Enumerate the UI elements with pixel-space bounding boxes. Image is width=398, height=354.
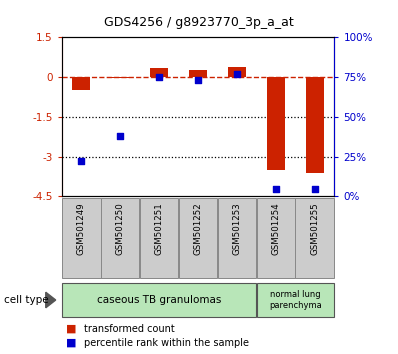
Bar xyxy=(62,198,101,278)
Bar xyxy=(257,282,334,318)
Bar xyxy=(72,77,90,90)
Point xyxy=(117,133,123,139)
Point xyxy=(156,74,162,80)
Bar xyxy=(267,77,285,170)
Text: GSM501253: GSM501253 xyxy=(232,202,242,255)
Text: percentile rank within the sample: percentile rank within the sample xyxy=(84,338,249,348)
Bar xyxy=(179,198,217,278)
Point xyxy=(312,185,318,191)
Text: GSM501250: GSM501250 xyxy=(115,202,125,255)
Polygon shape xyxy=(46,292,56,308)
Text: ■: ■ xyxy=(66,338,76,348)
Bar xyxy=(189,70,207,77)
Point xyxy=(195,77,201,83)
Point xyxy=(234,71,240,77)
Text: GSM501254: GSM501254 xyxy=(271,202,281,255)
Bar xyxy=(295,198,334,278)
Text: GSM501249: GSM501249 xyxy=(77,202,86,255)
Bar xyxy=(140,198,178,278)
Text: ■: ■ xyxy=(66,324,76,333)
Text: GSM501255: GSM501255 xyxy=(310,202,319,255)
Text: caseous TB granulomas: caseous TB granulomas xyxy=(97,295,221,305)
Bar xyxy=(306,77,324,173)
Text: normal lung
parenchyma: normal lung parenchyma xyxy=(269,290,322,310)
Bar xyxy=(62,282,256,318)
Text: GDS4256 / g8923770_3p_a_at: GDS4256 / g8923770_3p_a_at xyxy=(104,16,294,29)
Bar xyxy=(218,198,256,278)
Text: cell type: cell type xyxy=(4,295,49,305)
Text: GSM501251: GSM501251 xyxy=(154,202,164,255)
Bar xyxy=(257,198,295,278)
Bar xyxy=(111,77,129,78)
Point xyxy=(273,185,279,191)
Bar xyxy=(150,68,168,77)
Text: GSM501252: GSM501252 xyxy=(193,202,203,255)
Point xyxy=(78,159,84,164)
Bar xyxy=(101,198,139,278)
Text: transformed count: transformed count xyxy=(84,324,174,333)
Bar xyxy=(228,67,246,77)
